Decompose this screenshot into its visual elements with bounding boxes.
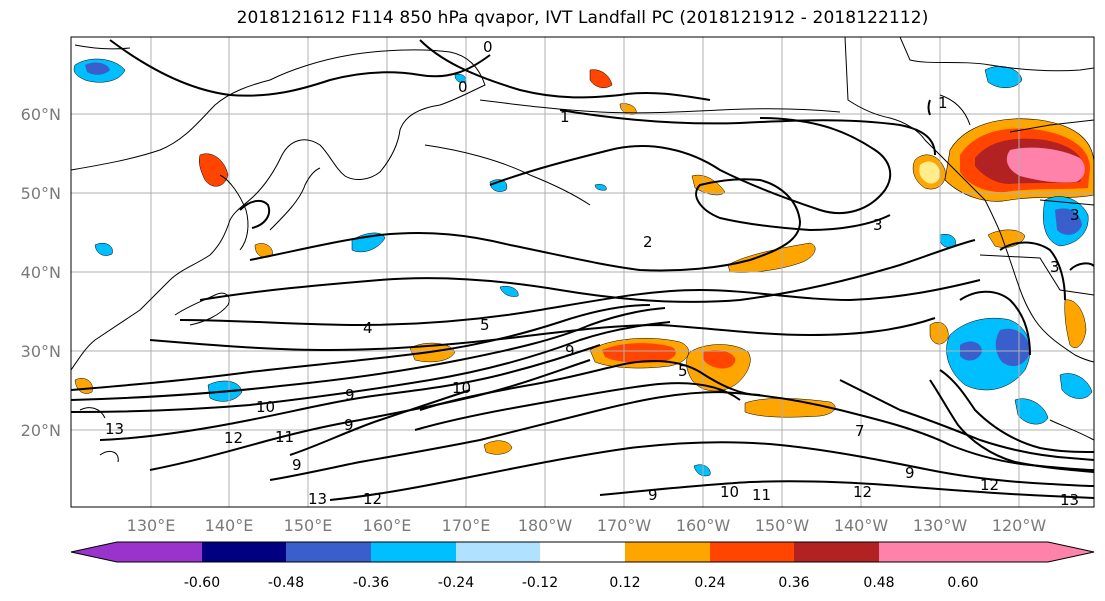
colorbar-extend-high	[963, 542, 1094, 562]
longitude-labels: 130°E 140°E 150°E 160°E 170°E 180°W 170°…	[127, 516, 1047, 535]
colorbar-segment	[371, 542, 456, 562]
map-plot-area: 0 0 1 2 3 4 5 5 9 10 10 9 9 12 11 9 13 1…	[71, 37, 1094, 509]
colorbar-segment	[625, 542, 710, 562]
contour-label: 9	[345, 386, 355, 404]
contour-label: 4	[363, 319, 373, 337]
lon-label: 160°W	[676, 516, 731, 535]
contour-label: 11	[275, 428, 294, 446]
contour-label: 5	[678, 362, 688, 380]
lat-label: 50°N	[21, 184, 61, 203]
contour-label: 9	[292, 456, 302, 474]
lon-label: 170°W	[597, 516, 652, 535]
colorbar-tick-label: 0.12	[609, 575, 640, 591]
lon-label: 160°E	[363, 516, 412, 535]
contour-label: 9	[344, 416, 354, 434]
lon-label: 170°E	[442, 516, 491, 535]
colorbar-tick-label: -0.12	[522, 575, 558, 591]
lon-label: 140°E	[205, 516, 254, 535]
colorbar-extend-low	[71, 542, 117, 562]
contour-label: 11	[752, 486, 771, 504]
contour-label: 3	[1050, 258, 1060, 276]
colorbar-segment	[540, 542, 625, 562]
colorbar-tick-label: -0.48	[268, 575, 304, 591]
lat-label: 30°N	[21, 342, 61, 361]
colorbar-segment	[117, 542, 202, 562]
contour-label: 12	[853, 483, 872, 501]
coastlines	[71, 37, 1094, 463]
colorbar-tick-label: 0.60	[947, 575, 978, 591]
contour-label: 10	[256, 398, 275, 416]
colorbar-segment	[710, 542, 794, 562]
ivt-contours	[71, 39, 1094, 501]
colorbar-tick-label: 0.48	[863, 575, 894, 591]
contour-label: 1	[938, 94, 948, 112]
lat-label: 40°N	[21, 263, 61, 282]
colorbar-segment	[286, 542, 371, 562]
colorbar: -0.60 -0.48 -0.36 -0.24 -0.12 0.12 0.24 …	[70, 541, 1095, 591]
map-frame	[70, 36, 1095, 508]
contour-label: 5	[480, 316, 490, 334]
contour-label: 12	[224, 429, 243, 447]
contour-label: 7	[855, 422, 865, 440]
map-title: 2018121612 F114 850 hPa qvapor, IVT Land…	[236, 8, 929, 28]
contour-label: 13	[308, 490, 327, 508]
contour-label: 12	[363, 490, 382, 508]
contour-label: 12	[980, 476, 999, 494]
contour-label: 10	[452, 379, 471, 397]
contour-label: 9	[648, 486, 658, 504]
contour-label: 9	[565, 342, 575, 360]
lon-label: 150°W	[755, 516, 810, 535]
contour-label: 0	[483, 38, 493, 56]
contour-labels: 0 0 1 2 3 4 5 5 9 10 10 9 9 12 11 9 13 1…	[105, 38, 1080, 509]
colorbar-tick-label: -0.36	[353, 575, 389, 591]
contour-label: 2	[643, 233, 653, 251]
contour-label: 3	[873, 216, 883, 234]
contour-label: 10	[720, 483, 739, 501]
contour-label: 3	[1070, 206, 1080, 224]
lon-label: 180°W	[518, 516, 573, 535]
colorbar-segment	[456, 542, 540, 562]
lon-label: 130°E	[127, 516, 176, 535]
lon-label: 140°W	[834, 516, 889, 535]
lat-label: 60°N	[21, 105, 61, 124]
colorbar-tick-label: 0.36	[778, 575, 809, 591]
colorbar-segment	[202, 542, 286, 562]
colorbar-tick-label: -0.60	[184, 575, 220, 591]
colorbar-tick-label: -0.24	[438, 575, 474, 591]
contour-label: 0	[458, 78, 468, 96]
lat-label: 20°N	[21, 421, 61, 440]
contour-label: 13	[1060, 491, 1079, 509]
colorbar-segment	[879, 542, 963, 562]
contour-label: 1	[560, 108, 570, 126]
lon-label: 150°E	[284, 516, 333, 535]
lon-label: 130°W	[913, 516, 968, 535]
lon-label: 120°W	[992, 516, 1047, 535]
colorbar-tick-label: 0.24	[694, 575, 725, 591]
contour-label: 9	[905, 464, 915, 482]
latitude-labels: 60°N 50°N 40°N 30°N 20°N	[21, 105, 61, 440]
colorbar-segment	[794, 542, 879, 562]
contour-label: 13	[105, 420, 124, 438]
